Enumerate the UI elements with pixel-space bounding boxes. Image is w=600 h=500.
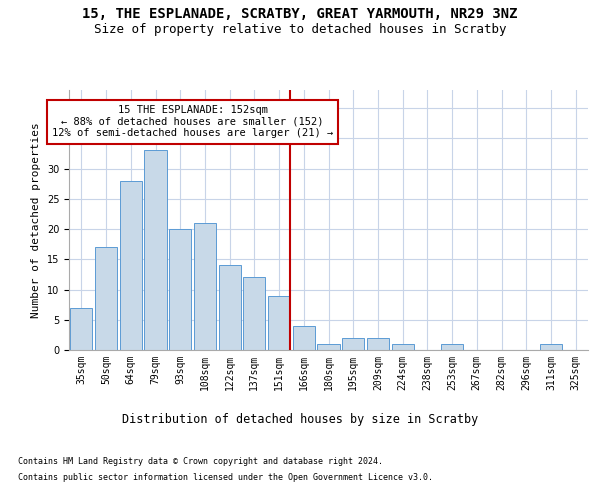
Bar <box>342 338 364 350</box>
Bar <box>95 247 117 350</box>
Bar <box>119 180 142 350</box>
Bar <box>218 266 241 350</box>
Text: 15, THE ESPLANADE, SCRATBY, GREAT YARMOUTH, NR29 3NZ: 15, THE ESPLANADE, SCRATBY, GREAT YARMOU… <box>82 8 518 22</box>
Text: Contains public sector information licensed under the Open Government Licence v3: Contains public sector information licen… <box>18 472 433 482</box>
Bar <box>392 344 414 350</box>
Bar <box>441 344 463 350</box>
Bar <box>317 344 340 350</box>
Bar <box>145 150 167 350</box>
Bar <box>194 223 216 350</box>
Text: Size of property relative to detached houses in Scratby: Size of property relative to detached ho… <box>94 22 506 36</box>
Bar <box>70 308 92 350</box>
Bar <box>367 338 389 350</box>
Bar <box>293 326 315 350</box>
Bar <box>268 296 290 350</box>
Text: 15 THE ESPLANADE: 152sqm
← 88% of detached houses are smaller (152)
12% of semi-: 15 THE ESPLANADE: 152sqm ← 88% of detach… <box>52 105 333 138</box>
Text: Distribution of detached houses by size in Scratby: Distribution of detached houses by size … <box>122 412 478 426</box>
Bar <box>169 229 191 350</box>
Text: Contains HM Land Registry data © Crown copyright and database right 2024.: Contains HM Land Registry data © Crown c… <box>18 458 383 466</box>
Bar <box>540 344 562 350</box>
Bar <box>243 278 265 350</box>
Y-axis label: Number of detached properties: Number of detached properties <box>31 122 41 318</box>
